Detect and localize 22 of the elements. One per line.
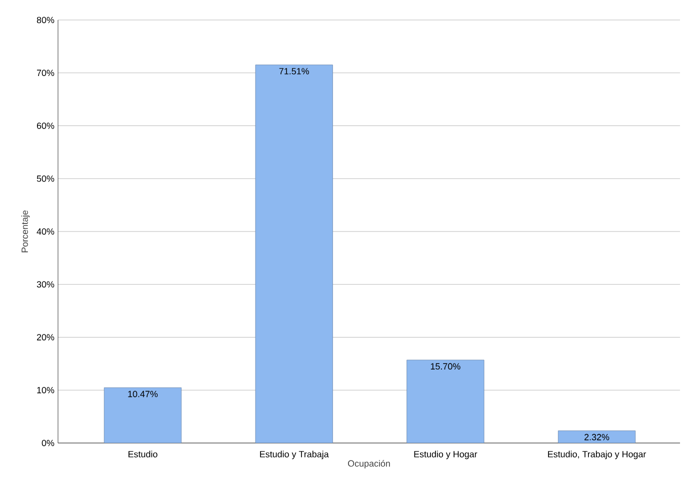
y-tick-label: 20% xyxy=(36,334,54,340)
bar xyxy=(255,64,333,443)
x-tick-label: Estudio, Trabajo y Hogar xyxy=(548,450,646,460)
y-tick-label: 70% xyxy=(36,70,54,76)
x-tick-label: Estudio xyxy=(128,450,158,458)
y-tick-label: 40% xyxy=(36,228,54,235)
y-axis-title: Porcentaje xyxy=(21,210,30,252)
y-tick-label: 0% xyxy=(42,440,54,446)
data-label: 2.32% xyxy=(584,434,610,440)
y-tick-label: 80% xyxy=(36,16,54,24)
y-tick-label: 30% xyxy=(36,281,54,288)
y-tick-label: 60% xyxy=(36,122,54,129)
bar xyxy=(406,360,484,443)
data-label: 15.70% xyxy=(430,363,460,370)
y-tick-label: 50% xyxy=(36,175,54,182)
y-tick-label: 10% xyxy=(37,386,54,394)
x-axis-title: Ocupación xyxy=(348,460,390,468)
x-tick-label: Estudio y Trabaja xyxy=(260,450,329,460)
data-label: 71.51% xyxy=(279,68,309,74)
x-tick-label: Estudio y Hogar xyxy=(414,450,478,460)
data-label: 10.47% xyxy=(128,390,158,398)
bar xyxy=(104,387,182,443)
